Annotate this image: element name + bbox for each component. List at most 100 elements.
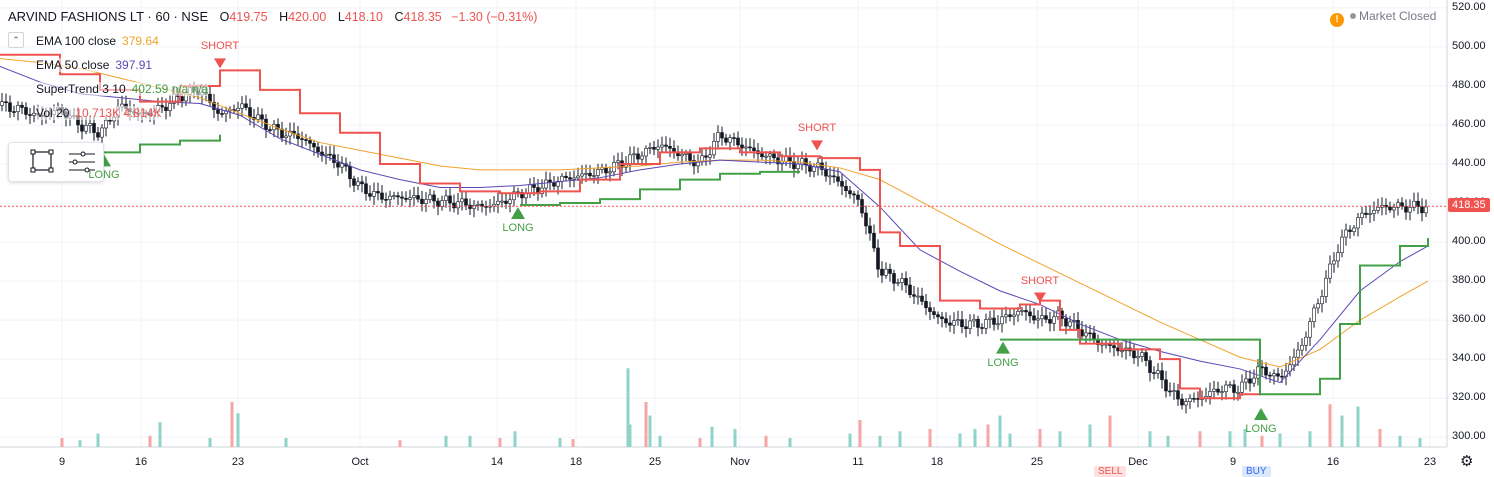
candle-body — [24, 107, 28, 115]
buy-button[interactable]: BUY — [1242, 466, 1271, 477]
candle-body — [724, 137, 728, 143]
candle-body — [1084, 332, 1088, 337]
candle-body — [1264, 366, 1268, 376]
candle-body — [440, 200, 444, 207]
candle-body — [832, 175, 836, 178]
rectangle-tool-icon[interactable] — [30, 149, 54, 173]
candle-body — [4, 101, 8, 104]
candle-body — [380, 192, 384, 200]
open-label: O — [219, 10, 230, 24]
candle-body — [800, 158, 804, 165]
price-tick-label: 400.00 — [1452, 235, 1486, 248]
candle-body — [388, 195, 392, 200]
volume-bar — [1278, 433, 1282, 447]
candle-body — [760, 153, 764, 158]
time-tick-label: 11 — [852, 456, 864, 468]
candle-body — [244, 103, 248, 108]
symbol-title[interactable]: ARVIND FASHIONS LT · 60 · NSE — [8, 9, 209, 24]
candle-body — [1240, 381, 1244, 393]
indicator-value: 397.91 — [115, 58, 153, 72]
candle-body — [432, 194, 436, 202]
candle-body — [1144, 352, 1148, 361]
candle-body — [820, 162, 824, 170]
candle-body — [356, 181, 360, 186]
volume-bar — [1328, 404, 1332, 447]
market-status-label: Market Closed — [1359, 9, 1437, 23]
candle-body — [296, 133, 300, 139]
candle-body — [84, 125, 88, 132]
time-tick-label: Oct — [351, 456, 369, 468]
candle-body — [452, 202, 456, 209]
candle-body — [856, 194, 860, 200]
indicator-ema100[interactable]: EMA 100 close 379.64 — [36, 34, 159, 48]
candle-body — [568, 177, 572, 180]
candle-body — [592, 175, 596, 177]
candle-body — [20, 105, 24, 108]
signal-label: LONG — [502, 222, 534, 234]
candle-body — [576, 175, 580, 179]
signal-label: LONG — [1245, 423, 1277, 436]
candle-body — [1076, 320, 1080, 331]
candle-body — [764, 155, 768, 158]
candle-body — [564, 175, 568, 178]
sell-button[interactable]: SELL — [1094, 466, 1127, 477]
horizontal-lines-tool-icon[interactable] — [69, 151, 95, 173]
volume-bar — [1108, 415, 1112, 447]
volume-bar — [973, 429, 977, 447]
candle-body — [1356, 217, 1360, 229]
time-tick-label: 14 — [490, 456, 504, 468]
candle-body — [948, 322, 952, 326]
candle-body — [1168, 390, 1172, 393]
short-arrow-icon — [214, 58, 226, 69]
candle-body — [260, 114, 264, 120]
candle-body — [236, 108, 240, 111]
warning-icon[interactable]: ! — [1330, 13, 1344, 27]
candle-body — [384, 199, 388, 201]
candle-body — [916, 295, 920, 298]
candle-body — [720, 132, 724, 139]
time-tick-label: 9 — [1229, 456, 1237, 468]
candle-body — [964, 326, 968, 329]
volume-bar — [1088, 424, 1092, 447]
candle-body — [1396, 202, 1400, 208]
volume-bar — [230, 402, 234, 447]
candle-body — [940, 316, 944, 320]
candle-body — [408, 197, 412, 200]
settings-gear-icon[interactable]: ⚙ — [1460, 453, 1474, 470]
candle-body — [208, 93, 212, 103]
candle-body — [792, 161, 796, 169]
candle-body — [732, 137, 736, 139]
market-status[interactable]: ! Market Closed — [1330, 9, 1436, 27]
collapse-legend-button[interactable]: ⌃ — [8, 32, 24, 48]
chart-header: ARVIND FASHIONS LT · 60 · NSE O419.75 H4… — [8, 9, 537, 24]
volume-bar — [96, 433, 100, 447]
volume-bar — [1260, 435, 1264, 447]
candle-body — [912, 294, 916, 297]
candle-body — [828, 175, 832, 178]
candle-body — [1412, 200, 1416, 208]
indicator-volume[interactable]: Vol 20 10.713K 4.814K — [36, 106, 162, 120]
volume-bar — [468, 435, 472, 447]
candle-body — [444, 195, 448, 201]
candle-body — [1052, 316, 1056, 324]
indicator-line — [100, 134, 1429, 396]
indicator-ema50[interactable]: EMA 50 close 397.91 — [36, 58, 153, 72]
indicator-supertrend[interactable]: SuperTrend 3 10 402.59 n/a n/a — [36, 82, 209, 96]
candle-body — [908, 284, 912, 295]
candle-body — [644, 148, 648, 157]
candle-body — [1000, 316, 1004, 325]
candle-body — [1160, 370, 1164, 381]
candle-body — [1112, 345, 1116, 349]
volume-bar — [1308, 431, 1312, 447]
candle-body — [364, 183, 368, 194]
candle-body — [1024, 310, 1028, 313]
time-tick-label: 18 — [569, 456, 583, 468]
volume-bar — [398, 440, 402, 447]
candle-body — [1164, 379, 1168, 392]
candle-body — [368, 193, 372, 197]
time-tick-label: Dec — [1128, 456, 1148, 468]
volume-bar — [60, 438, 64, 447]
volume-bar — [648, 415, 652, 447]
candle-body — [1328, 263, 1332, 279]
